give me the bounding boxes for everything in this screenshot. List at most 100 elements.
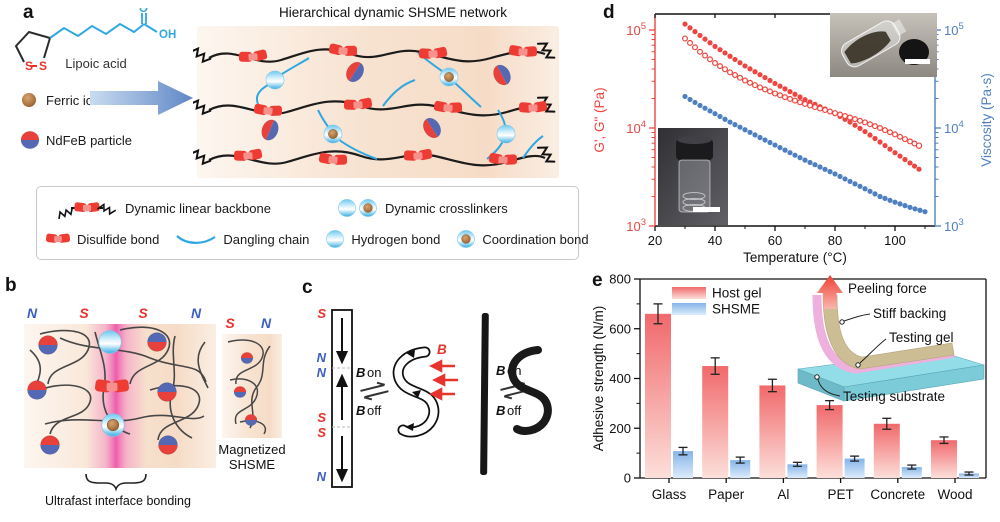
scale-bar: [905, 59, 930, 64]
field-arrows: [429, 359, 458, 401]
panel-b-diagram: N S S N S N Ultr: [24, 305, 286, 508]
svg-text:Temperature (°C): Temperature (°C): [743, 250, 847, 265]
legend-item-dangling: Dangling chain: [175, 232, 309, 247]
svg-text:200: 200: [609, 421, 631, 436]
dynamic-backbone-icon: [56, 201, 116, 219]
testing-gel-layer: [812, 294, 955, 374]
legend-backbone-label: Dynamic linear backbone: [125, 200, 271, 216]
testing-gel-label: Testing gel: [889, 330, 954, 345]
peel-test-inset: Peeling force Stiff backing Testing gel …: [797, 275, 985, 404]
sulfur-atom-label: S: [39, 59, 47, 73]
svg-text:Paper: Paper: [708, 487, 745, 502]
coordination-bond-icon: [439, 67, 459, 87]
ferric-ion-label: Ferric ion: [46, 93, 101, 108]
panel-c-label: c: [302, 277, 313, 298]
coordination-bond-icon: [457, 230, 476, 248]
pole-label: S: [317, 410, 326, 425]
dangling-chain-icon: [176, 235, 217, 244]
magnetized-caption-line1: Magnetized: [218, 442, 285, 457]
magnetization-arrows: [335, 318, 349, 483]
field-symbol: B: [496, 363, 505, 378]
panel-e-label: e: [592, 270, 603, 291]
hydrogen-bond-icon: [326, 230, 345, 248]
pole-label: S: [317, 306, 326, 321]
legend-item-backbone: Dynamic linear backbone: [55, 197, 271, 219]
svg-text:105: 105: [944, 21, 964, 38]
stiff-backing-label: Stiff backing: [873, 306, 946, 321]
inset-photo-gel-vial: [658, 128, 728, 225]
peeling-force-arrow-icon: [817, 275, 843, 309]
svg-text:Host gel: Host gel: [712, 286, 762, 301]
svg-text:60: 60: [768, 233, 782, 248]
dynamic-crosslinkers-icon: [338, 199, 377, 217]
svg-text:0: 0: [624, 471, 631, 486]
legend-coordination-label: Coordination bond: [482, 231, 589, 247]
brace: [85, 473, 147, 492]
magnet-pole-label: S: [79, 305, 89, 321]
svg-text:PET: PET: [827, 487, 853, 502]
adhesion-chart: 0 200 400 600 800 Adhesive strength (N/m) Glas…: [591, 272, 987, 502]
ferric-ion-icon: [22, 93, 36, 107]
inset-photo-melt-vial: [830, 13, 937, 77]
svg-text:103: 103: [626, 217, 646, 234]
molecule-label: Lipoic acid: [65, 56, 126, 71]
photo-s-strip: [508, 346, 552, 435]
legend-hydrogen-label: Hydrogen bond: [351, 231, 441, 247]
lipoic-acid-structure: S S O OH Lipoic acid: [14, 8, 176, 73]
legend-disulfide-label: Disulfide bond: [77, 231, 160, 247]
svg-text:600: 600: [609, 321, 631, 336]
magnet-pole-label: N: [27, 305, 38, 321]
svg-text:Wood: Wood: [937, 487, 972, 502]
b-off-label: off: [367, 403, 382, 418]
field-symbol: B: [356, 365, 365, 380]
magnet-pole-label: N: [261, 315, 272, 331]
magnetized-caption-line2: SHSME: [229, 457, 276, 472]
svg-text:800: 800: [609, 272, 631, 287]
carboxyl-oh-label: OH: [159, 29, 176, 41]
svg-text:Concrete: Concrete: [870, 487, 925, 502]
field-symbol-red: B: [437, 342, 447, 357]
peeling-force-label: Peeling force: [848, 281, 927, 296]
svg-text:Al: Al: [777, 487, 789, 502]
svg-text:20: 20: [648, 233, 662, 248]
carboxyl-o-label: O: [139, 8, 148, 15]
svg-text:104: 104: [626, 119, 646, 136]
coordination-bond-icon: [323, 124, 343, 144]
panel-a-label: a: [23, 2, 34, 23]
legend-dangling-label: Dangling chain: [223, 231, 310, 247]
equilibrium-arrows-icon: [360, 381, 389, 401]
network-title: Hierarchical dynamic SHSME network: [278, 5, 508, 20]
legend-crosslinkers-label: Dynamic crosslinkers: [384, 200, 508, 216]
svg-text:G', G" (Pa): G', G" (Pa): [592, 87, 607, 152]
legend-item-crosslinkers: Dynamic crosslinkers: [337, 198, 508, 218]
photo-straight-strip: [480, 312, 489, 476]
sulfur-atom-label: S: [25, 59, 33, 73]
scale-bar: [693, 207, 720, 212]
svg-text:Viscosity (Pa·s): Viscosity (Pa·s): [979, 73, 994, 167]
svg-text:Adhesive strength (N/m): Adhesive strength (N/m): [591, 306, 606, 452]
svg-text:400: 400: [609, 371, 631, 386]
svg-text:104: 104: [944, 119, 964, 136]
network-legend: Dynamic linear backbone Dynamic crosslin…: [36, 186, 589, 260]
magnet-pole-label: N: [191, 305, 202, 321]
s-shape-outline: [392, 346, 440, 438]
svg-text:105: 105: [626, 21, 646, 38]
adhesion-plot-area: 0 200 400 600 800 Adhesive strength (N/m) Glas…: [591, 272, 987, 502]
pole-label: S: [317, 425, 326, 440]
panel-d-label: d: [603, 2, 615, 23]
disulfide-bond-icon: [45, 233, 71, 244]
svg-text:40: 40: [708, 233, 722, 248]
hydrogen-bond-icon: [496, 124, 516, 144]
testing-substrate-label: Testing substrate: [843, 389, 945, 404]
field-symbol: B: [496, 403, 505, 418]
panel-b-label: b: [5, 275, 17, 296]
field-symbol: B: [356, 403, 365, 418]
network-diagram: [193, 26, 559, 178]
b-on-label: on: [367, 365, 381, 380]
b-off-label: off: [507, 403, 522, 418]
hydrogen-bond-icon: [265, 70, 285, 90]
interface-bonding-caption: Ultrafast interface bonding: [45, 494, 191, 508]
svg-text:80: 80: [828, 233, 842, 248]
svg-text:103: 103: [944, 217, 964, 234]
